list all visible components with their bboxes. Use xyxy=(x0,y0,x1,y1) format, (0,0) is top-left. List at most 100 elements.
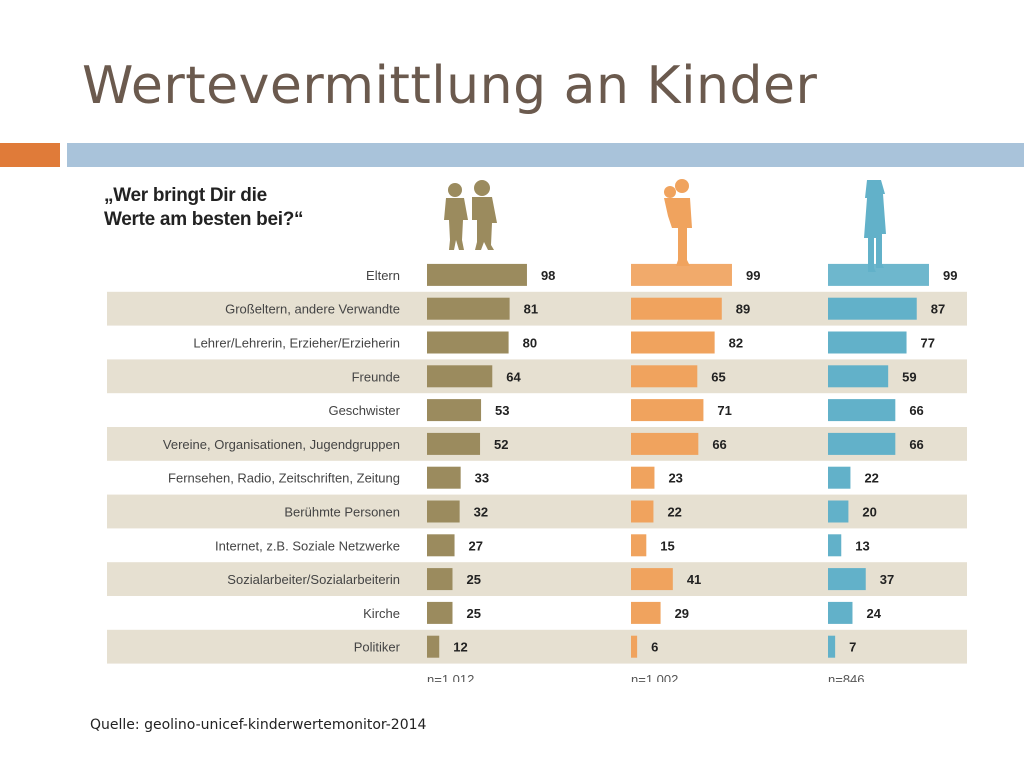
value-label: 71 xyxy=(717,403,731,418)
value-label: 66 xyxy=(909,437,923,452)
source-note: Quelle: geolino-unicef-kinderwertemonito… xyxy=(90,717,427,733)
value-label: 77 xyxy=(921,336,935,351)
bar xyxy=(828,466,851,489)
row-stripe xyxy=(107,562,967,596)
bar xyxy=(631,466,655,489)
value-label: 12 xyxy=(453,640,467,655)
bar xyxy=(631,635,638,658)
value-label: 15 xyxy=(660,538,674,553)
value-label: 80 xyxy=(523,336,537,351)
value-label: 65 xyxy=(711,369,725,384)
bar xyxy=(631,601,661,624)
category-label: Vereine, Organisationen, Jugendgruppen xyxy=(163,437,400,452)
value-label: 59 xyxy=(902,369,916,384)
value-label: 29 xyxy=(675,606,689,621)
bar xyxy=(631,331,715,354)
bar xyxy=(828,399,896,422)
value-label: 66 xyxy=(909,403,923,418)
value-label: 81 xyxy=(524,302,538,317)
value-label: 6 xyxy=(651,640,658,655)
value-label: 98 xyxy=(541,268,555,283)
row-stripe xyxy=(107,291,967,326)
row-stripe xyxy=(107,629,967,664)
value-label: 64 xyxy=(506,369,521,384)
value-label: 20 xyxy=(862,505,876,520)
bar xyxy=(427,534,455,557)
category-label: Sozialarbeiter/Sozialarbeiterin xyxy=(227,572,400,587)
value-label: 99 xyxy=(746,268,760,283)
bar xyxy=(631,263,732,286)
bar xyxy=(631,568,673,591)
category-label: Eltern xyxy=(366,268,400,283)
value-label: 99 xyxy=(943,268,957,283)
value-label: 53 xyxy=(495,403,509,418)
category-label: Fernsehen, Radio, Zeitschriften, Zeitung xyxy=(168,471,400,486)
value-label: 89 xyxy=(736,302,750,317)
value-label: 41 xyxy=(687,572,701,587)
value-label: 32 xyxy=(474,505,488,520)
value-label: 7 xyxy=(849,640,856,655)
survey-question: „Wer bringt Dir die Werte am besten bei?… xyxy=(104,184,304,232)
bar xyxy=(427,500,460,523)
bar xyxy=(631,500,654,523)
bar xyxy=(427,466,461,489)
slide-title: Wertevermittlung an Kinder xyxy=(82,56,818,116)
bar xyxy=(828,635,836,658)
category-label: Geschwister xyxy=(328,403,400,418)
bar xyxy=(427,601,453,624)
bar xyxy=(427,297,510,320)
sample-size-label: n=846 xyxy=(828,672,865,687)
value-label: 37 xyxy=(880,572,894,587)
question-line-2: Werte am besten bei?“ xyxy=(104,209,304,230)
bar xyxy=(828,432,896,455)
bar xyxy=(427,263,527,286)
value-label: 23 xyxy=(668,471,682,486)
value-label: 22 xyxy=(667,505,681,520)
value-label: 27 xyxy=(469,538,483,553)
bar xyxy=(631,534,647,557)
adult-silhouette-icon xyxy=(864,180,886,272)
bar xyxy=(427,365,493,388)
sample-size-label: n=1.012 xyxy=(427,672,474,687)
parent-with-child-silhouette-icon xyxy=(664,179,692,266)
bar xyxy=(828,500,849,523)
value-label: 33 xyxy=(475,471,489,486)
bar xyxy=(427,399,482,422)
bar xyxy=(631,297,722,320)
sample-size-label: n=1.002 xyxy=(631,672,678,687)
category-label: Kirche xyxy=(363,606,400,621)
bar xyxy=(828,331,907,354)
category-label: Politiker xyxy=(354,640,401,655)
value-label: 52 xyxy=(494,437,508,452)
bar xyxy=(828,568,866,591)
accent-bar-blue xyxy=(67,143,1024,167)
bar xyxy=(427,432,481,455)
value-label: 24 xyxy=(866,606,881,621)
value-label: 25 xyxy=(467,572,481,587)
category-label: Freunde xyxy=(352,369,400,384)
bar xyxy=(427,635,440,658)
value-label: 82 xyxy=(729,336,743,351)
row-stripe xyxy=(107,494,967,529)
value-label: 13 xyxy=(855,538,869,553)
row-stripe xyxy=(107,427,967,461)
bar xyxy=(828,365,889,388)
accent-bar-orange xyxy=(0,143,60,167)
bar xyxy=(427,568,453,591)
value-label: 25 xyxy=(467,606,481,621)
bar xyxy=(828,297,917,320)
question-line-1: „Wer bringt Dir die xyxy=(104,185,267,206)
value-label: 66 xyxy=(712,437,726,452)
bar xyxy=(427,331,509,354)
value-label: 22 xyxy=(864,471,878,486)
bar xyxy=(828,263,929,286)
value-label: 87 xyxy=(931,302,945,317)
children-silhouette-icon xyxy=(444,180,497,250)
category-label: Internet, z.B. Soziale Netzwerke xyxy=(215,538,400,553)
bar xyxy=(828,601,853,624)
bar xyxy=(631,365,698,388)
bar xyxy=(631,432,699,455)
row-stripe xyxy=(107,359,967,394)
